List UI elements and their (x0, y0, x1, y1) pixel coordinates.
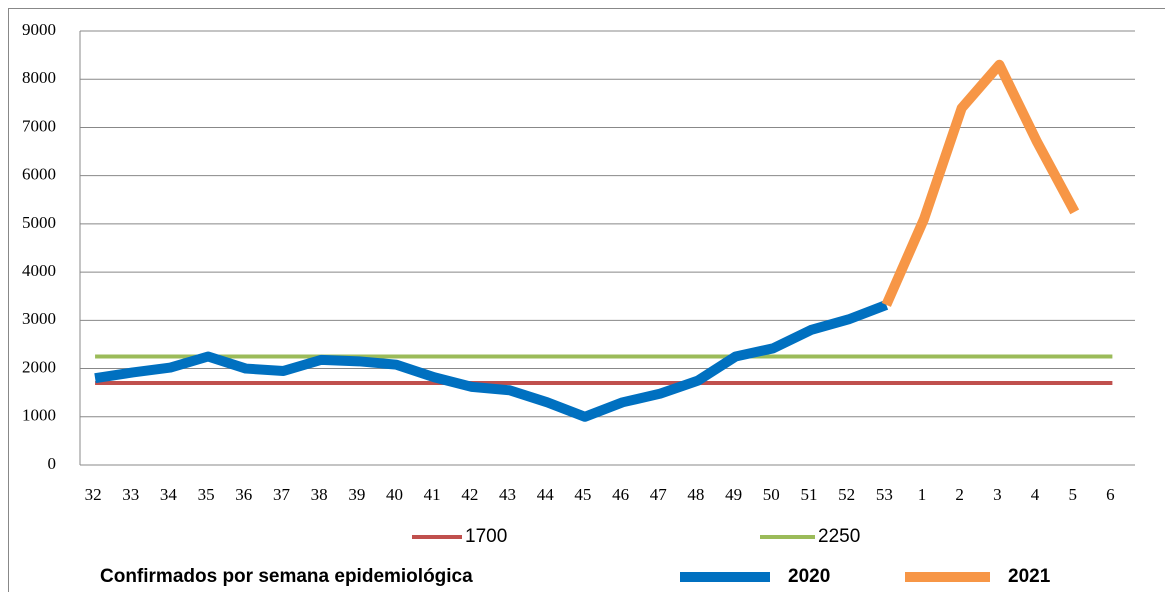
legend-label: 2250 (818, 526, 860, 547)
x-tick-label: 2 (955, 485, 964, 504)
legend-label: 2021 (1008, 566, 1051, 587)
x-tick-label: 50 (763, 485, 780, 504)
x-tick-label: 3 (993, 485, 1002, 504)
x-tick-label: 32 (85, 485, 102, 504)
x-tick-label: 33 (122, 485, 139, 504)
y-tick-label: 7000 (22, 116, 56, 135)
x-tick-label: 41 (424, 485, 441, 504)
x-tick-label: 40 (386, 485, 403, 504)
x-tick-label: 4 (1031, 485, 1040, 504)
x-tick-label: 39 (348, 485, 365, 504)
x-tick-label: 1 (918, 485, 927, 504)
x-tick-label: 38 (311, 485, 328, 504)
y-tick-label: 8000 (22, 68, 56, 87)
x-tick-label: 36 (235, 485, 252, 504)
legend-title: Confirmados por semana epidemiológica (100, 566, 473, 587)
y-tick-label: 1000 (22, 406, 56, 425)
x-tick-label: 53 (876, 485, 893, 504)
x-tick-label: 43 (499, 485, 516, 504)
x-tick-label: 51 (800, 485, 817, 504)
x-tick-label: 52 (838, 485, 855, 504)
y-tick-label: 4000 (22, 261, 56, 280)
x-tick-label: 47 (650, 485, 668, 504)
series-line (881, 59, 1080, 307)
x-tick-label: 34 (160, 485, 178, 504)
x-tick-label: 42 (461, 485, 478, 504)
series-line (94, 300, 889, 422)
x-tick-label: 35 (198, 485, 215, 504)
x-tick-label: 44 (537, 485, 555, 504)
y-tick-label: 5000 (22, 213, 56, 232)
y-tick-label: 2000 (22, 357, 56, 376)
x-tick-label: 49 (725, 485, 742, 504)
x-tick-label: 46 (612, 485, 629, 504)
x-tick-label: 48 (687, 485, 704, 504)
x-tick-label: 37 (273, 485, 291, 504)
y-tick-label: 9000 (22, 20, 56, 39)
y-tick-label: 6000 (22, 165, 56, 184)
x-tick-label: 6 (1106, 485, 1115, 504)
x-tick-label: 45 (574, 485, 591, 504)
legend-label: 1700 (465, 526, 507, 547)
y-tick-label: 0 (48, 454, 57, 473)
x-tick-label: 5 (1068, 485, 1077, 504)
chart-border (8, 8, 1165, 592)
legend-label: 2020 (788, 566, 830, 587)
y-tick-label: 3000 (22, 309, 56, 328)
